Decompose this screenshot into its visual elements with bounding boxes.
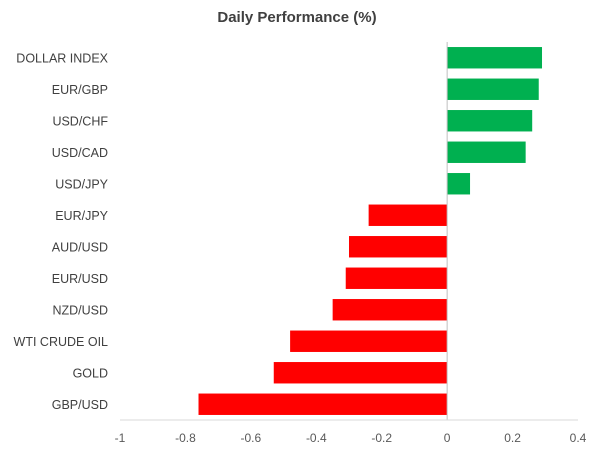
bar-usd-chf (447, 110, 533, 132)
bar-eur-gbp (447, 78, 539, 100)
category-label-eur-usd: EUR/USD (52, 272, 108, 286)
x-tick-label: 0.4 (570, 431, 587, 445)
category-label-usd-jpy: USD/JPY (55, 177, 108, 191)
chart-title: Daily Performance (%) (217, 9, 376, 26)
category-label-dollar-index: DOLLAR INDEX (16, 51, 108, 65)
x-tick-label: 0.2 (504, 431, 521, 445)
x-tick-label: -0.2 (371, 431, 392, 445)
category-label-gbp-usd: GBP/USD (52, 398, 108, 412)
category-label-usd-chf: USD/CHF (52, 114, 108, 128)
x-tick-label: -0.6 (241, 431, 262, 445)
bar-nzd-usd (332, 299, 448, 321)
x-tick-label: -1 (115, 431, 126, 445)
category-label-gold: GOLD (73, 366, 108, 380)
bar-eur-jpy (368, 204, 448, 226)
bar-gold (273, 362, 448, 384)
category-label-eur-jpy: EUR/JPY (55, 209, 108, 223)
bar-eur-usd (345, 267, 448, 289)
x-tick-label: -0.4 (306, 431, 327, 445)
bars-group (198, 47, 543, 415)
x-tick-label: 0 (444, 431, 451, 445)
bar-usd-jpy (447, 173, 471, 195)
bar-aud-usd (349, 236, 448, 258)
category-label-nzd-usd: NZD/USD (52, 303, 108, 317)
category-labels: DOLLAR INDEX EUR/GBP USD/CHF USD/CAD USD/JPY… (14, 51, 109, 412)
category-label-eur-gbp: EUR/GBP (52, 83, 108, 97)
bar-usd-cad (447, 141, 526, 163)
category-label-aud-usd: AUD/USD (52, 240, 108, 254)
category-label-usd-cad: USD/CAD (52, 146, 108, 160)
bar-dollar-index (447, 47, 543, 69)
bar-gbp-usd (198, 393, 448, 415)
x-tick-label: -0.8 (175, 431, 196, 445)
bar-wti-crude-oil (290, 330, 448, 352)
category-label-wti-crude-oil: WTI CRUDE OIL (14, 335, 108, 349)
x-tick-labels: -1 -0.8 -0.6 -0.4 -0.2 0 0.2 0.4 (115, 431, 587, 445)
